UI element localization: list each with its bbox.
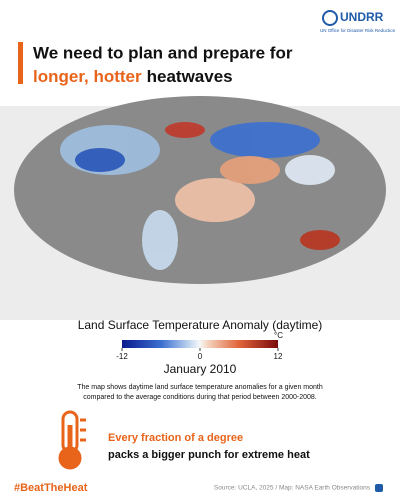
logo-name: UNDRR [340,10,384,24]
accent-bar [18,42,23,84]
map-period: January 2010 [164,362,237,376]
map-anomalies [60,122,340,270]
logo-icon [322,10,338,26]
colorbar-tick-label: 0 [198,352,203,361]
callout-line2: packs a bigger punch for extreme heat [108,449,310,461]
headline-line1: We need to plan and prepare for [33,43,293,62]
map-title: Land Surface Temperature Anomaly (daytim… [78,318,323,332]
source: Source: UCLA, 2025 / Map: NASA Earth Obs… [214,485,371,492]
headline-rest: heatwaves [147,67,233,86]
colorbar-unit: °C [274,331,283,340]
caption-line: The map shows daytime land surface tempe… [77,384,323,391]
thermometer-icon [58,410,86,470]
caption-line: compared to the average conditions durin… [83,394,317,401]
headline-highlight: longer, hotter [33,67,142,86]
colorbar-tick-label: -12 [116,352,128,361]
logo-subtitle: UN Office for Disaster Risk Reduction [320,28,396,33]
callout-line1: Every fraction of a degree [108,432,243,444]
hashtag: #BeatTheHeat [14,482,88,494]
headline-line2: longer, hotter heatwaves [33,67,233,86]
footer-icon [375,484,383,492]
colorbar-tick-label: 12 [274,352,283,361]
colorbar [122,340,278,348]
